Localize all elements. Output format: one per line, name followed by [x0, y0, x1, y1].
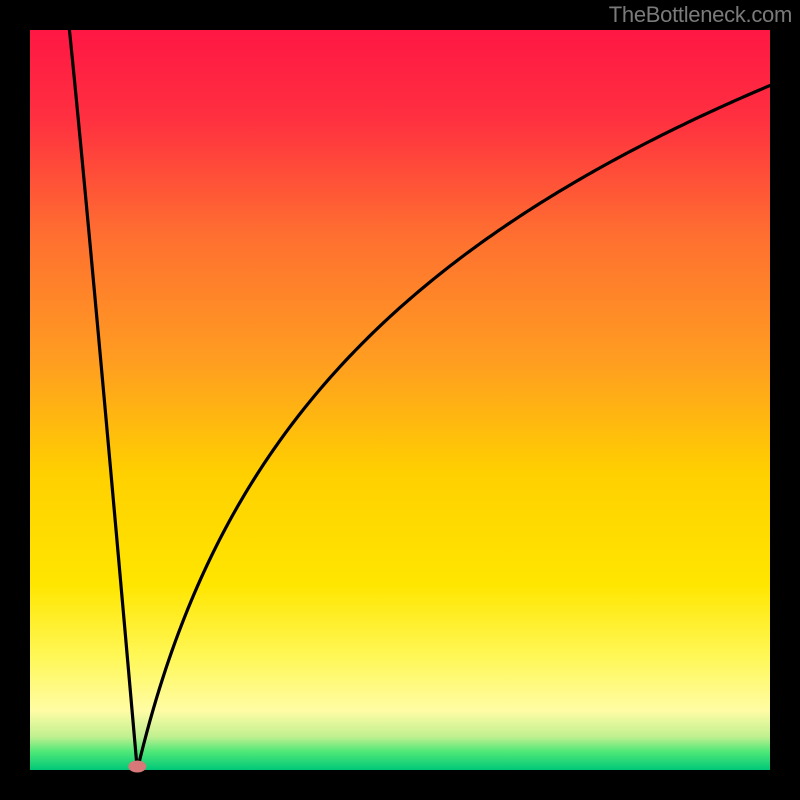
watermark-label: TheBottleneck.com	[609, 2, 792, 28]
bottleneck-chart	[0, 0, 800, 800]
chart-container: TheBottleneck.com	[0, 0, 800, 800]
plot-background	[30, 30, 770, 770]
optimum-marker	[128, 761, 146, 773]
